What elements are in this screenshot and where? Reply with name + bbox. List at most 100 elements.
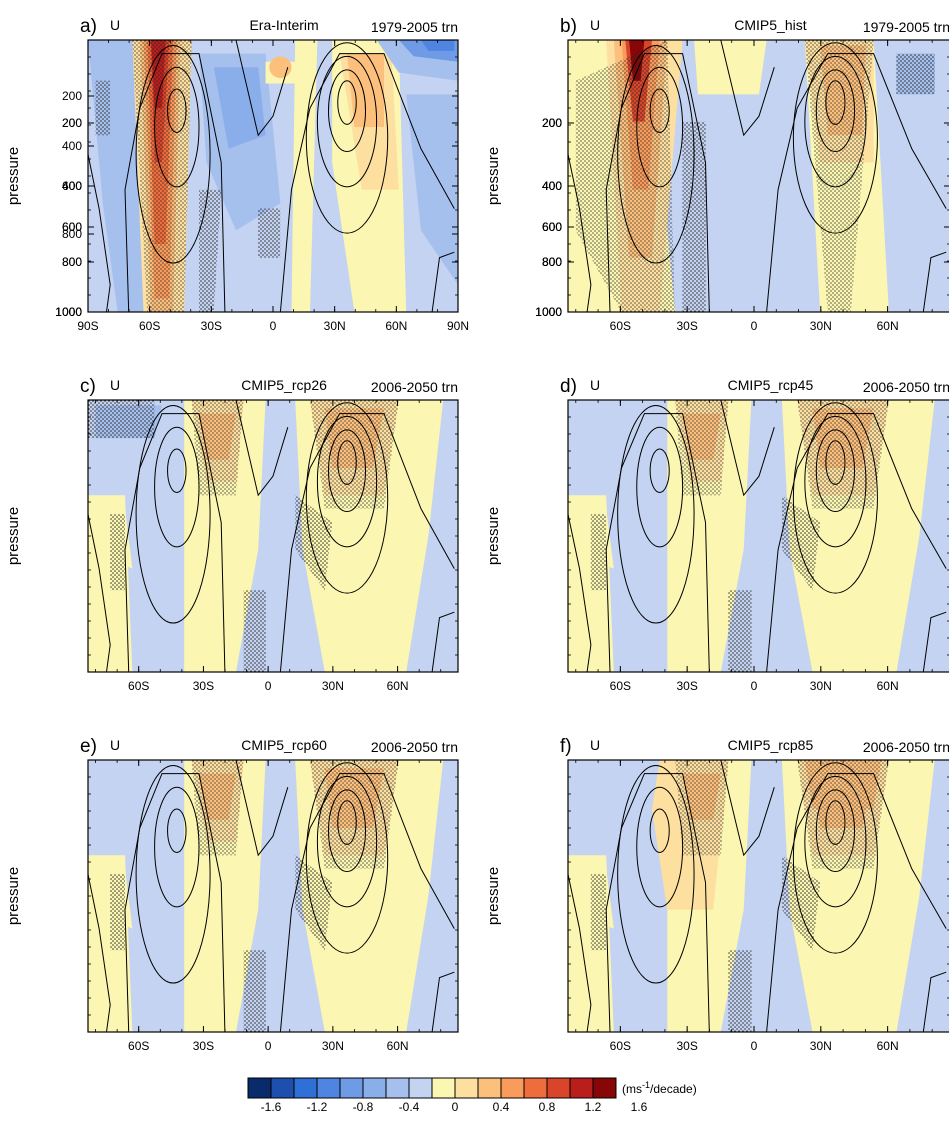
panel-c-ytick-label: 1000 [55, 305, 82, 319]
panel-a-xtick-label: 60S [139, 319, 160, 333]
panel-b-shading [568, 40, 949, 312]
panel-b-ytick-label: 800 [542, 255, 562, 269]
panel-c-ytick-label: 400 [62, 179, 82, 193]
colorbar: -1.6 -1.2 -0.8 -0.4 0 0.4 0.8 1.2 1.6 (ms-1/decad… [247, 1077, 697, 1114]
panel-a-shading [88, 40, 458, 312]
panel-d-title: CMIP5_rcp45 [728, 377, 814, 393]
panel-b-xtick-label: 60N [877, 319, 899, 333]
colorbar-swatch [523, 1077, 548, 1099]
panel-c-xtick-label: 30S [193, 679, 214, 693]
panel-b-ylabel: pressure [485, 147, 502, 205]
panel-e-ytick-label: 1000 [55, 305, 82, 319]
panel-f-ytick-label: 1000 [535, 305, 562, 319]
panel-b-xtick-label: 60S [610, 319, 631, 333]
colorbar-swatch [293, 1077, 318, 1099]
colorbar-swatch [569, 1077, 594, 1099]
panel-b-xtick-label: 30N [810, 319, 832, 333]
colorbar-unit-suffix: /decade) [650, 1082, 697, 1096]
panel-c-ytick-label: 600 [62, 220, 82, 234]
panel-f-variable: U [590, 737, 600, 753]
colorbar-tick-label: 1.6 [631, 1100, 648, 1114]
panel-e-xtick-label: 30N [322, 1039, 344, 1053]
colorbar-tick-label: 0 [452, 1100, 459, 1114]
panel-a-ytick-label: 600 [62, 179, 82, 193]
colorbar-swatch [431, 1077, 456, 1099]
panel-e-ylabel: pressure [5, 867, 22, 925]
panel-a-ytick-label: 800 [62, 227, 82, 241]
panel-f-period: 2006-2050 trn [863, 739, 949, 755]
colorbar-swatch [408, 1077, 433, 1099]
panel-e-variable: U [110, 737, 120, 753]
colorbar-swatch [362, 1077, 387, 1099]
panel-d-variable: U [590, 377, 600, 393]
panel-b-variable: U [590, 17, 600, 33]
panel-a-ytick-label: 400 [62, 139, 82, 153]
panel-f-ytick-label: 200 [542, 116, 562, 130]
panel-a-xtick-label: 0 [270, 319, 277, 333]
panel-c-xtick-label: 60N [387, 679, 409, 693]
panel-f-ytick-label: 600 [542, 220, 562, 234]
panel-e-ytick-label: 200 [62, 116, 82, 130]
colorbar-swatch [454, 1077, 479, 1099]
panel-a-variable: U [110, 17, 120, 33]
panel-a-xtick-label: 90N [447, 319, 469, 333]
panel-e-xtick-label: 60S [128, 1039, 149, 1053]
panel-d: d) U CMIP5_rcp45 2006-2050 trn pressure 200 40… [485, 116, 949, 693]
panel-e-xtick-label: 30S [193, 1039, 214, 1053]
panel-d-xtick-label: 0 [751, 679, 758, 693]
panel-d-xtick-label: 30N [810, 679, 832, 693]
panel-c-ylabel: pressure [5, 507, 22, 565]
panel-c-xtick-label: 30N [322, 679, 344, 693]
panel-a-xtick-label: 90S [77, 319, 98, 333]
panel-a-label: a) [80, 16, 97, 37]
panel-d-xtick-label: 60S [610, 679, 631, 693]
colorbar-swatch [247, 1077, 272, 1099]
panel-b-ytick-label: 600 [542, 220, 562, 234]
panel-e-ytick-label: 400 [62, 179, 82, 193]
panel-b: b) U CMIP5_hist 1979-2005 trn pressure 200 400… [485, 16, 949, 333]
panel-b-title: CMIP5_hist [734, 17, 806, 33]
colorbar-tick-label: -1.6 [261, 1100, 282, 1114]
colorbar-swatch [339, 1077, 364, 1099]
colorbar-tick-label: -1.2 [307, 1100, 328, 1114]
panel-d-xtick-label: 60N [877, 679, 899, 693]
colorbar-tick-label: -0.8 [353, 1100, 374, 1114]
colorbar-swatch [546, 1077, 571, 1099]
colorbar-swatch [270, 1077, 295, 1099]
colorbar-unit-prefix: (ms [622, 1082, 642, 1096]
panel-c-shading [88, 400, 458, 672]
panel-e-ytick-label: 800 [62, 255, 82, 269]
panel-b-label: b) [560, 16, 577, 37]
panel-a-xtick-label: 30N [324, 319, 346, 333]
panel-d-period: 2006-2050 trn [863, 379, 949, 395]
panel-c-ytick-label: 800 [62, 255, 82, 269]
panel-f-title: CMIP5_rcp85 [728, 737, 814, 753]
panel-f-ylabel: pressure [485, 867, 502, 925]
colorbar-tick-label: 1.2 [585, 1100, 602, 1114]
panel-a-ylabel: pressure [5, 147, 22, 205]
panel-e: e) U CMIP5_rcp60 2006-2050 trn pressure 200 40… [5, 116, 459, 1053]
panel-b-ytick-label: 200 [542, 116, 562, 130]
panel-d-ytick-label: 600 [542, 220, 562, 234]
panel-a: a) U Era-Interim 1979-2005 trn pressure 200 40… [5, 16, 469, 333]
colorbar-swatch [592, 1077, 617, 1099]
panel-e-period: 2006-2050 trn [371, 739, 458, 755]
panel-c-ytick-label: 200 [62, 116, 82, 130]
colorbar-unit: (ms-1/decade) [622, 1080, 697, 1096]
colorbar-tick-label: 0.4 [493, 1100, 510, 1114]
panel-f-xtick-label: 30N [810, 1039, 832, 1053]
panel-f-xtick-label: 60N [877, 1039, 899, 1053]
panel-a-title: Era-Interim [249, 17, 318, 33]
panel-b-ytick-label: 400 [542, 179, 562, 193]
panel-d-xtick-label: 30S [676, 679, 697, 693]
panel-c-label: c) [80, 376, 96, 397]
panel-f-ytick-label: 800 [542, 255, 562, 269]
panel-c-title: CMIP5_rcp26 [241, 377, 327, 393]
panel-a-ytick-label: 1000 [55, 305, 82, 319]
panel-e-xtick-label: 60N [387, 1039, 409, 1053]
panel-b-xtick-label: 0 [751, 319, 758, 333]
panel-c-variable: U [110, 377, 120, 393]
colorbar-swatch [500, 1077, 525, 1099]
panel-d-ytick-label: 400 [542, 179, 562, 193]
